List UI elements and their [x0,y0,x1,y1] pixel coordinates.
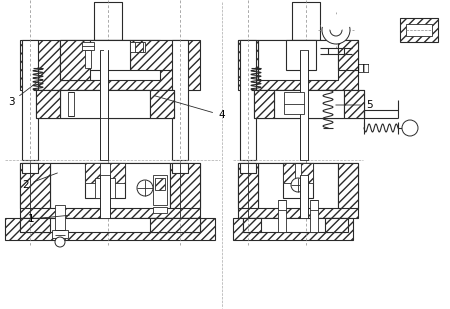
Bar [283,163,295,183]
Bar [135,42,143,52]
Bar [283,163,313,198]
Bar [274,90,344,118]
Bar [36,90,174,118]
Bar [254,90,364,118]
Bar [20,163,50,208]
Bar [338,40,358,70]
Bar [22,163,38,173]
Bar [172,40,188,160]
Bar [172,163,188,173]
Bar [20,163,200,218]
Bar [60,90,150,118]
Bar [85,163,100,183]
Bar [238,163,258,208]
Bar [130,42,145,52]
Circle shape [402,120,418,136]
Circle shape [322,16,350,44]
Bar [400,18,438,42]
Bar [238,40,258,80]
Bar [130,40,180,70]
Bar [300,175,308,218]
Text: 2: 2 [22,173,58,190]
Circle shape [137,180,153,196]
Bar [300,50,308,160]
Bar [95,178,115,198]
Bar [100,175,110,218]
Bar [258,40,338,80]
Bar [104,50,108,160]
Bar [22,40,38,160]
Bar [68,92,74,116]
Bar [100,50,108,160]
Bar [286,40,316,70]
Bar [238,40,358,90]
Bar [85,50,91,68]
Bar [52,230,68,238]
Bar [344,90,364,118]
Bar [90,40,130,70]
Bar [233,218,353,240]
Bar [60,40,160,80]
Bar [20,40,200,90]
Bar [325,218,348,232]
Bar [155,178,165,190]
Circle shape [330,24,342,36]
Bar [110,163,125,183]
Bar [243,218,261,232]
Bar [153,207,167,213]
Bar [20,218,50,232]
Bar [20,218,200,232]
Bar [240,40,256,160]
Text: 4: 4 [155,96,225,120]
Bar [85,163,125,198]
Bar [254,90,274,118]
Bar [240,163,256,173]
Bar [310,200,318,232]
Bar [406,24,432,36]
Bar [284,92,304,114]
Bar [50,163,170,208]
Bar [94,2,122,40]
Circle shape [291,178,305,192]
Bar [150,218,200,232]
Text: 1: 1 [28,214,69,224]
Bar [36,90,60,118]
Bar [170,163,200,208]
Bar [278,200,286,232]
Bar [153,175,167,205]
Bar [338,163,358,208]
Text: 工件: 工件 [358,62,370,72]
Bar [60,40,90,80]
Bar [301,163,313,183]
Bar [292,2,320,40]
Bar [243,218,343,232]
Text: 3: 3 [8,82,38,107]
Bar [82,42,94,50]
Text: 5: 5 [336,100,373,110]
Circle shape [55,237,65,247]
Bar [5,218,215,240]
Bar [55,205,65,240]
Bar [258,163,338,208]
Bar [238,163,358,218]
Bar [150,90,174,118]
